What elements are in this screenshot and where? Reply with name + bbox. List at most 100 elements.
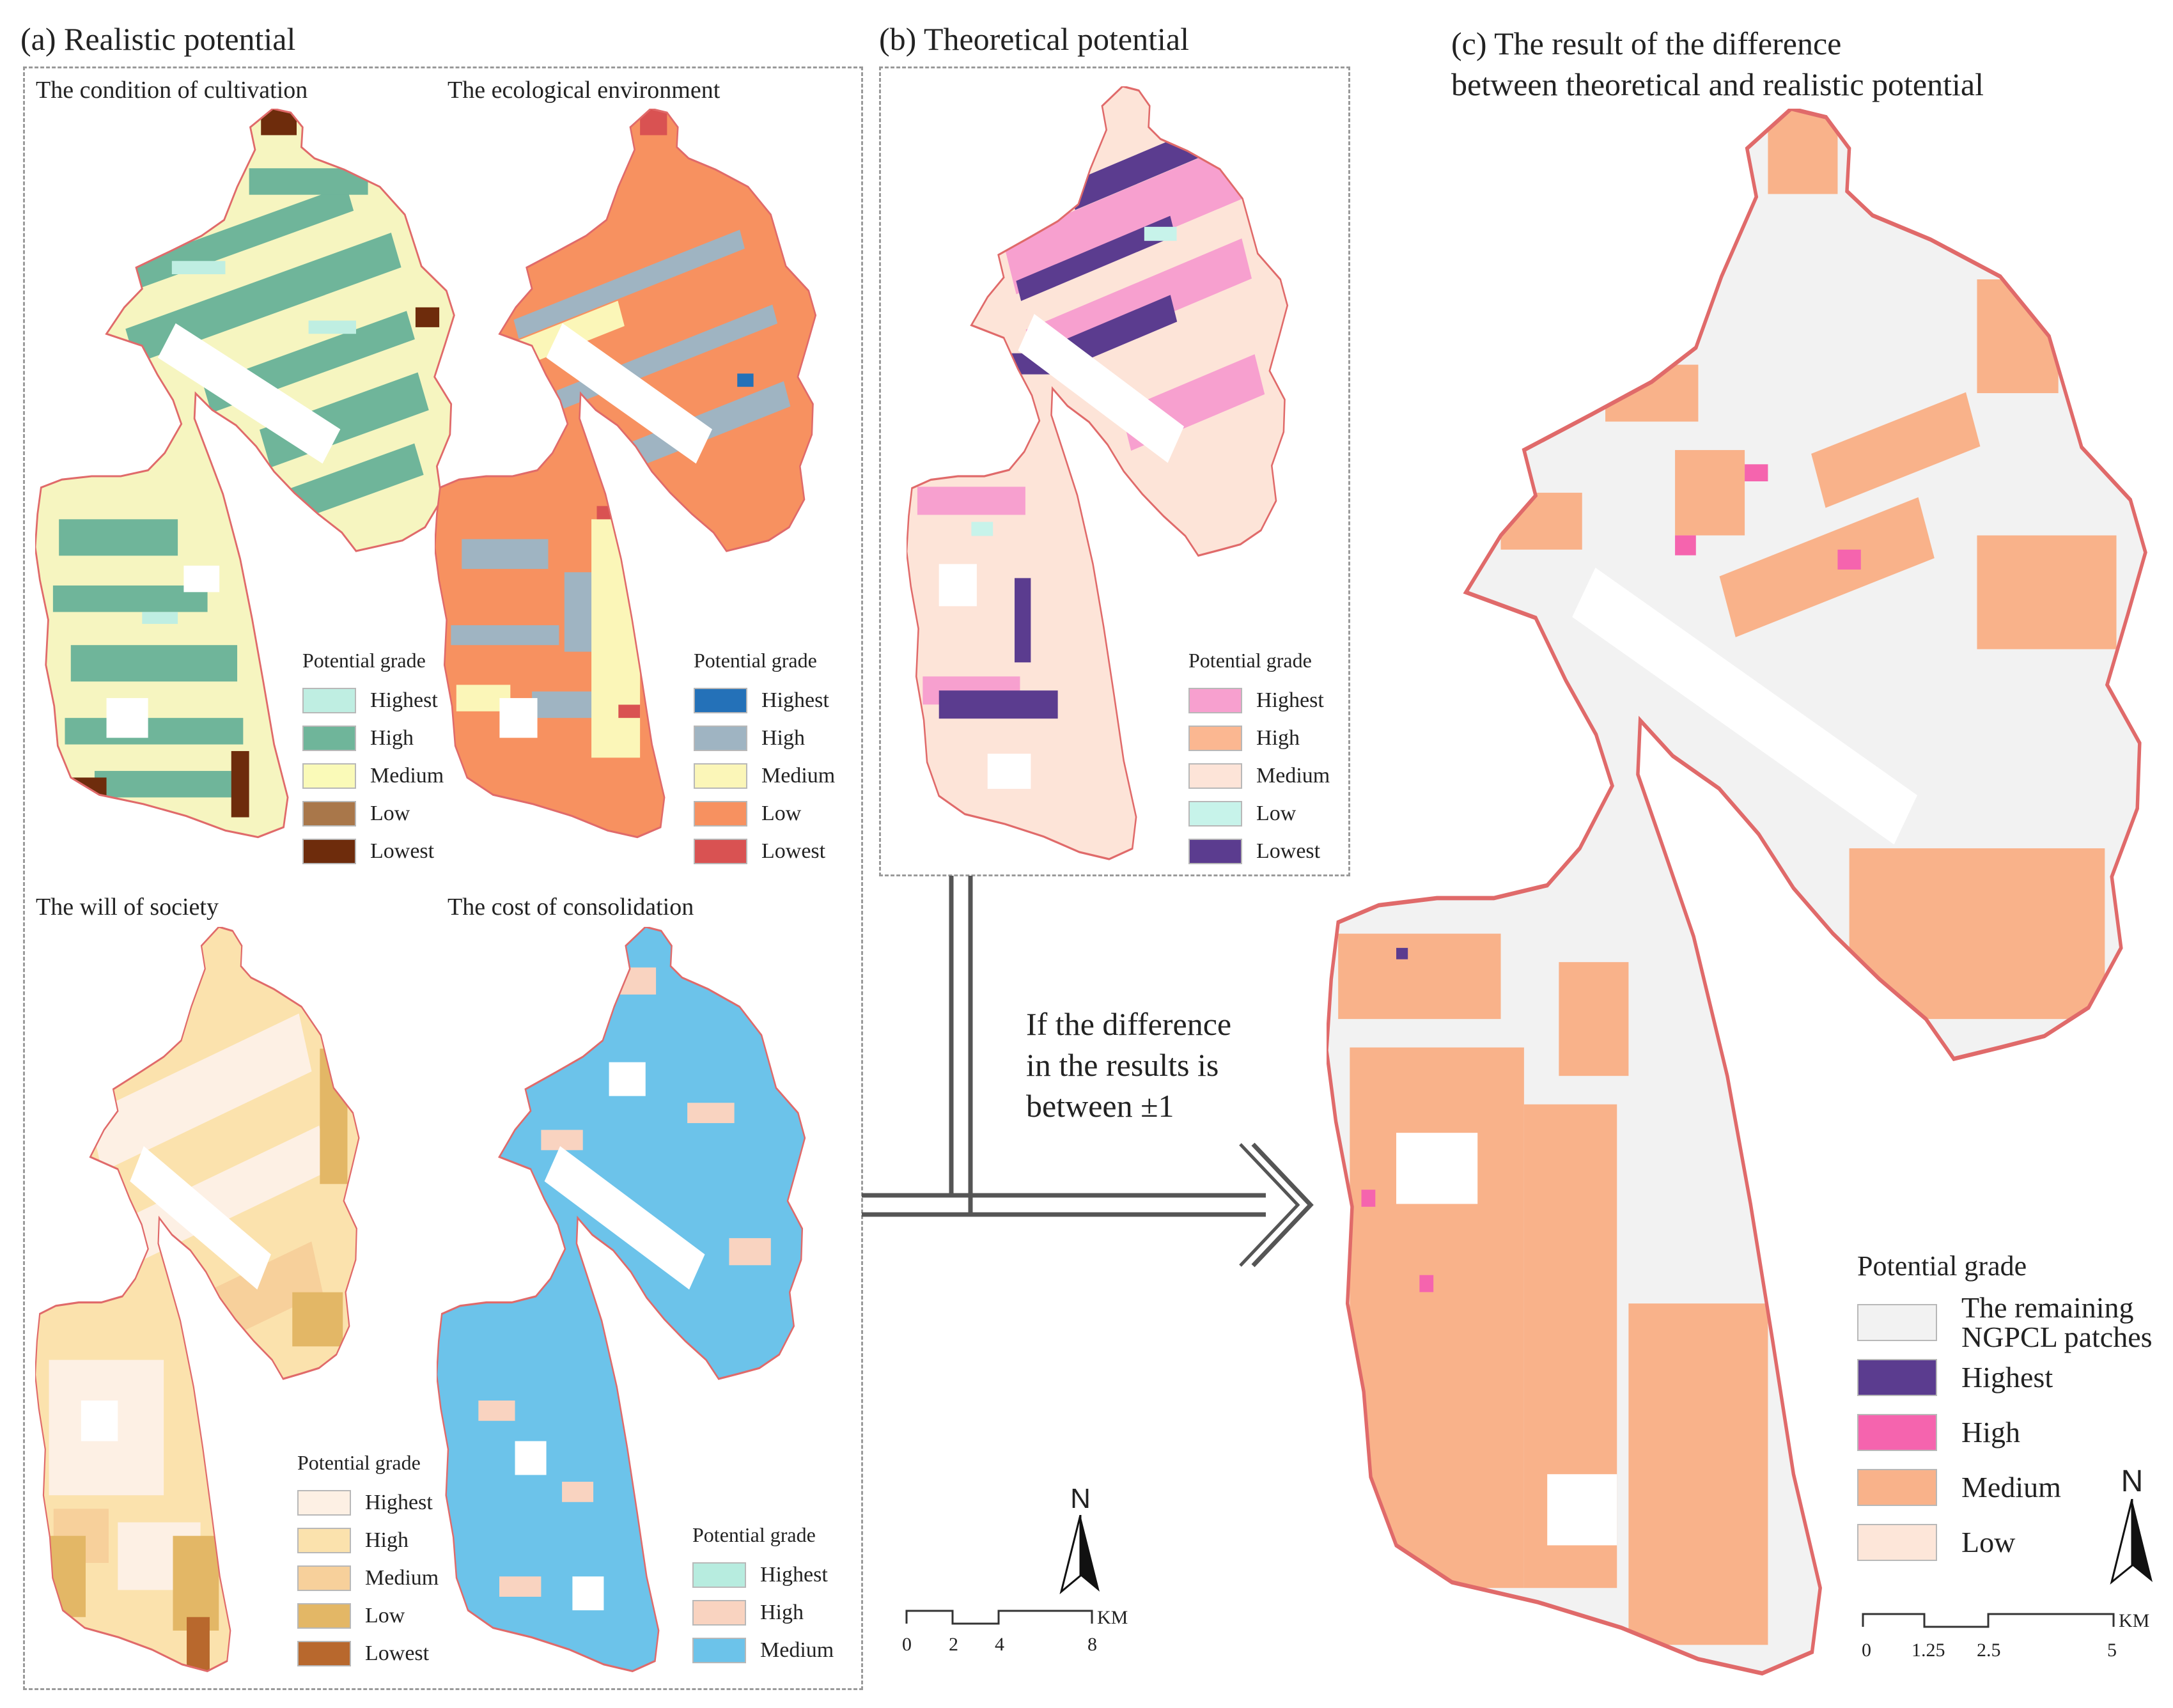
scale-bar-graphic (905, 1610, 1093, 1625)
legend-row: Lowest (297, 1634, 439, 1672)
legend-row: Medium (302, 757, 444, 795)
legend-label: Low (1961, 1526, 2016, 1558)
north-arrow-c: N (2107, 1464, 2158, 1592)
legend-row: High (297, 1521, 439, 1559)
legend-swatch (1857, 1304, 1937, 1341)
legend-row: Highest (1188, 681, 1330, 719)
legend-label: Low (370, 801, 410, 825)
scale-tick-label: 2 (949, 1634, 958, 1655)
legend-row: Low (1188, 795, 1330, 832)
panel-c-title: (c) The result of the difference between… (1451, 23, 1984, 105)
legend-label: Highest (370, 688, 438, 712)
legend-cultivation: Potential grade Highest High Medium Low … (302, 649, 444, 870)
scale-tick-label: 8 (1087, 1634, 1097, 1655)
legend-swatch (1857, 1414, 1937, 1451)
connector-arrow (862, 876, 1314, 1268)
map-ecological (435, 109, 817, 839)
connector-note-line: If the difference (1026, 1006, 1232, 1042)
legend-theoretical: Potential grade Highest High Medium Low … (1188, 649, 1330, 870)
legend-row: Lowest (694, 832, 835, 870)
legend-label: The remaining NGPCL patches (1961, 1291, 2153, 1353)
legend-row: Highest (1857, 1350, 2153, 1405)
legend-row: Medium (692, 1631, 834, 1669)
map-society (35, 927, 360, 1673)
scale-bar-c: KM 0 1.25 2.5 5 (1862, 1608, 2169, 1665)
north-label: N (2121, 1464, 2144, 1498)
legend-label: Low (761, 801, 802, 825)
connector-note-line: between ±1 (1026, 1088, 1174, 1124)
north-arrow-b: N (1055, 1483, 1106, 1598)
legend-row: Medium (297, 1559, 439, 1597)
legend-label: Lowest (370, 839, 435, 863)
legend-ecological: Potential grade Highest High Medium Low … (694, 649, 835, 870)
panel-b-frame (879, 66, 1350, 876)
legend-swatch (297, 1527, 351, 1553)
legend-cost: Potential grade Highest High Medium (692, 1523, 834, 1669)
legend-swatch (694, 763, 747, 789)
scale-tick-label: 4 (995, 1634, 1004, 1655)
connector-note: If the difference in the results is betw… (1026, 1004, 1231, 1126)
legend-swatch (1188, 763, 1242, 789)
legend-swatch (302, 800, 356, 827)
legend-label: Lowest (761, 839, 826, 863)
legend-swatch (1188, 800, 1242, 827)
legend-label: Highest (1961, 1361, 2053, 1394)
legend-title: Potential grade (297, 1451, 421, 1474)
legend-row: Lowest (302, 832, 444, 870)
legend-difference: Potential grade The remaining NGPCL patc… (1857, 1250, 2153, 1570)
panel-b-title: (b) Theoretical potential (879, 21, 1189, 57)
scale-bar-graphic (1862, 1613, 2115, 1628)
legend-swatch (297, 1565, 351, 1591)
scale-unit: KM (1097, 1607, 1128, 1628)
legend-title: Potential grade (1188, 649, 1312, 672)
map-ecological-title: The ecological environment (448, 77, 720, 104)
legend-row: Highest (302, 681, 444, 719)
legend-swatch (1857, 1469, 1937, 1506)
legend-label: High (1961, 1416, 2020, 1448)
panel-a-title: (a) Realistic potential (20, 21, 296, 57)
scale-tick-label: 5 (2107, 1640, 2117, 1661)
legend-swatch (694, 838, 747, 864)
legend-swatch (692, 1637, 746, 1663)
legend-label: Low (365, 1603, 405, 1627)
legend-row: Medium (1188, 757, 1330, 795)
panel-a-frame (23, 66, 863, 1690)
legend-label: Medium (370, 763, 444, 788)
north-arrow-icon (2110, 1498, 2153, 1585)
legend-row: Lowest (1188, 832, 1330, 870)
scale-bar-b: KM 0 2 4 8 (900, 1604, 1188, 1656)
map-difference (1327, 109, 2151, 1688)
legend-swatch (692, 1599, 746, 1626)
map-cost-title: The cost of consolidation (448, 894, 694, 920)
legend-row: High (1857, 1405, 2153, 1460)
legend-label: High (365, 1528, 409, 1552)
legend-row: Highest (694, 681, 835, 719)
legend-swatch (302, 763, 356, 789)
legend-label: Highest (1256, 688, 1324, 712)
legend-swatch (297, 1489, 351, 1516)
legend-row: Low (1857, 1515, 2153, 1570)
legend-row: Highest (692, 1556, 834, 1594)
legend-swatch (302, 838, 356, 864)
legend-row: Medium (694, 757, 835, 795)
scale-tick-label: 0 (902, 1634, 912, 1655)
legend-society: Potential grade Highest High Medium Low … (297, 1451, 439, 1672)
legend-swatch (692, 1562, 746, 1588)
legend-swatch (302, 687, 356, 713)
panel-c-title-line: between theoretical and realistic potent… (1451, 66, 1984, 102)
legend-title: Potential grade (694, 649, 817, 672)
legend-swatch (1188, 838, 1242, 864)
legend-swatch (694, 800, 747, 827)
map-cultivation-title: The condition of cultivation (36, 77, 308, 104)
connector-note-line: in the results is (1026, 1047, 1219, 1083)
north-arrow-icon (1059, 1514, 1100, 1595)
legend-swatch (1188, 687, 1242, 713)
legend-row: Low (694, 795, 835, 832)
legend-label: Low (1256, 801, 1297, 825)
legend-row: Low (302, 795, 444, 832)
legend-row: High (1188, 719, 1330, 757)
map-theoretical (907, 86, 1289, 860)
legend-label: High (1256, 726, 1300, 750)
scale-tick-label: 0 (1862, 1640, 1871, 1661)
legend-row: The remaining NGPCL patches (1857, 1291, 2153, 1353)
